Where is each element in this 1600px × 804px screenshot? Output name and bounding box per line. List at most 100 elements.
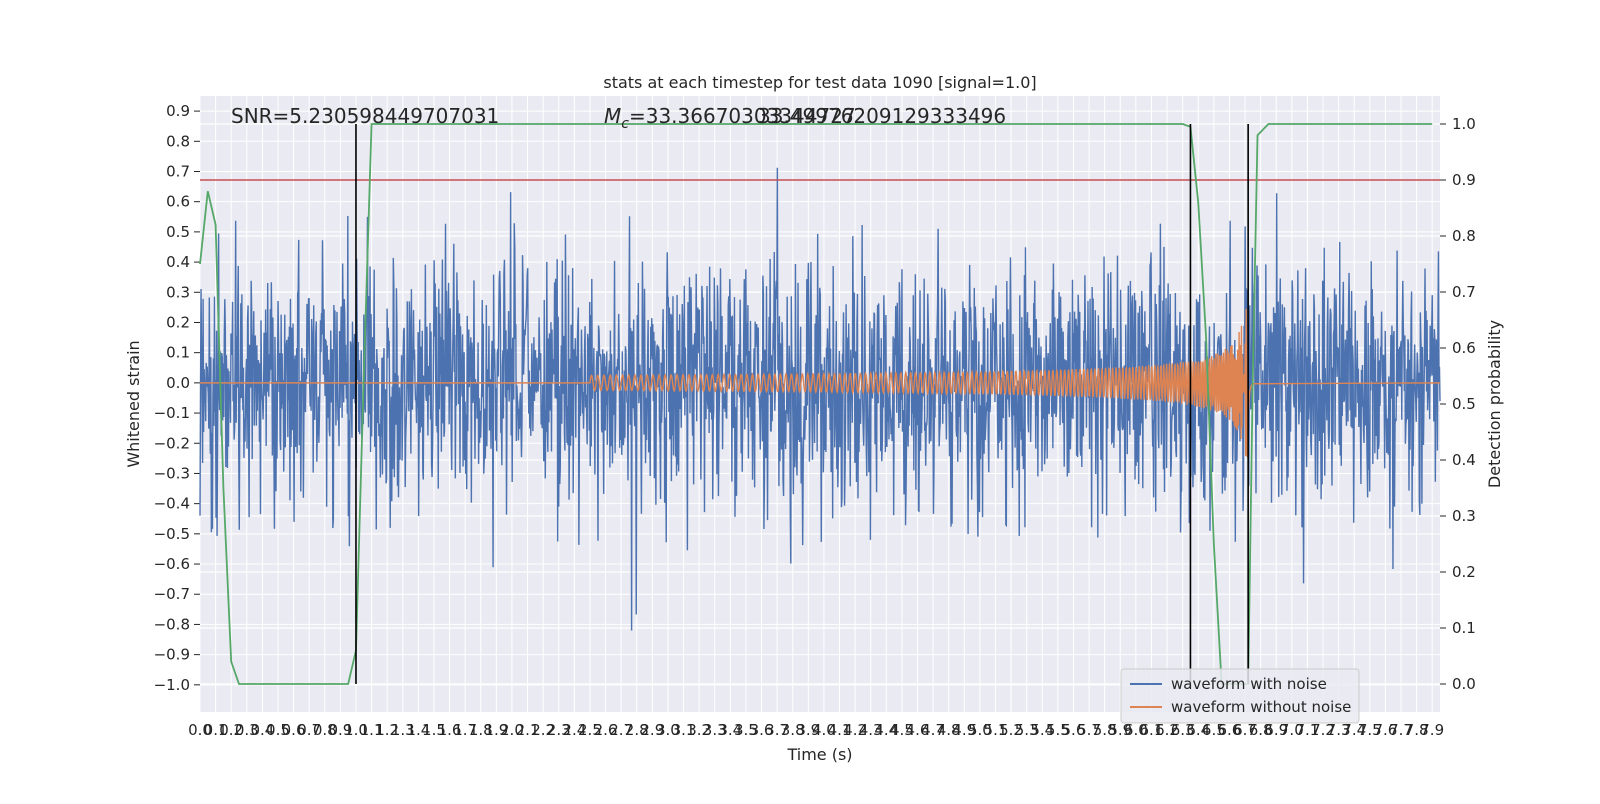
x-tick-label: 4.4 [874,721,898,739]
y-tick-label: −0.2 [154,434,190,452]
x-tick-label: 4.6 [906,721,930,739]
x-tick-label: 6.1 [1140,721,1164,739]
y-tick-label: 0.9 [166,102,190,120]
x-tick-label: 3.9 [796,721,820,739]
y-tick-label: −0.5 [154,525,190,543]
x-tick-label: 5.1 [984,721,1008,739]
x-tick-label: 4.5 [890,721,914,739]
x-tick-label: 1.1 [360,721,384,739]
y-right-tick-label: 0.7 [1452,283,1476,301]
x-tick-label: 2.8 [625,721,649,739]
y-right-tick-label: 0.8 [1452,227,1476,245]
x-tick-label: 1.2 [375,721,399,739]
x-tick-label: 5.5 [1046,721,1070,739]
mc-subscript: c [621,116,629,132]
x-tick-label: 0.8 [313,721,337,739]
x-tick-label: 4.3 [859,721,883,739]
x-tick-labels: 0.00.10.20.30.40.50.60.70.80.91.01.11.21… [188,721,1444,739]
x-tick-label: 6.5 [1202,721,1226,739]
x-tick-label: 6.0 [1124,721,1148,739]
x-tick-label: 5.9 [1108,721,1132,739]
overlap-annotation: 33.49976209129333496 [758,104,1006,128]
x-tick-label: 3.1 [672,721,696,739]
y-tick-label: −0.4 [154,495,190,513]
x-tick-label: 2.2 [531,721,555,739]
x-tick-label: 1.5 [422,721,446,739]
x-tick-label: 3.0 [656,721,680,739]
x-tick-label: 1.8 [469,721,493,739]
x-tick-label: 1.9 [484,721,508,739]
mc-symbol: M [604,104,621,128]
chart-title: stats at each timestep for test data 109… [603,73,1036,92]
x-tick-label: 7.1 [1295,721,1319,739]
x-tick-label: 1.4 [406,721,430,739]
x-tick-label: 0.9 [328,721,352,739]
x-tick-label: 3.3 [703,721,727,739]
x-tick-label: 7.9 [1420,721,1444,739]
y-right-tick-label: 0.6 [1452,339,1476,357]
x-tick-label: 2.6 [594,721,618,739]
x-tick-label: 1.0 [344,721,368,739]
y-tick-label: −1.0 [154,676,190,694]
x-tick-label: 4.1 [828,721,852,739]
mc-value: =33.36670303344727 [629,104,856,128]
y-tick-label: −0.3 [154,464,190,482]
y-tick-label: 0.3 [166,283,190,301]
noise-waveform-line [199,167,1441,631]
x-tick-label: 0.4 [250,721,274,739]
y-tick-label: 0.6 [166,193,190,211]
legend: waveform with noise waveform without noi… [1120,668,1360,724]
x-tick-label: 5.4 [1030,721,1054,739]
x-tick-label: 4.0 [812,721,836,739]
x-tick-label: 2.1 [516,721,540,739]
x-tick-label: 4.8 [937,721,961,739]
x-tick-label: 2.3 [547,721,571,739]
x-tick-label: 5.8 [1093,721,1117,739]
y-axis-label: Whitened strain [124,340,143,467]
x-tick-label: 2.5 [578,721,602,739]
x-tick-label: 7.6 [1373,721,1397,739]
y-right-tick-labels: 1.0 0.9 0.8 0.7 0.6 0.5 0.4 0.3 0.2 0.1 0.0 [1452,115,1476,693]
legend-clean-label: waveform without noise [1171,698,1351,716]
x-tick-label: 6.7 [1233,721,1257,739]
y-tick-label: 0.2 [166,313,190,331]
y-tick-label: −0.7 [154,585,190,603]
mc-annotation: Mc=33.36670303344727 [604,104,856,132]
x-tick-label: 5.7 [1077,721,1101,739]
x-tick-label: 0.3 [235,721,259,739]
x-tick-label: 5.3 [1015,721,1039,739]
x-tick-label: 6.9 [1264,721,1288,739]
x-tick-label: 3.4 [718,721,742,739]
y-tick-labels: 0.9 0.8 0.7 0.6 0.5 0.4 0.3 0.2 0.1 0.0 −0.1 −0.2 −0… [154,102,190,694]
x-tick-label: 7.8 [1405,721,1429,739]
legend-noise-label: waveform with noise [1171,675,1327,693]
x-tick-label: 2.9 [640,721,664,739]
x-tick-label: 1.7 [453,721,477,739]
y-tick-label: 0.1 [166,344,190,362]
x-tick-label: 7.7 [1389,721,1413,739]
x-tick-label: 2.0 [500,721,524,739]
x-tick-label: 7.5 [1358,721,1382,739]
x-tick-label: 0.1 [204,721,228,739]
y-tick-label: −0.1 [154,404,190,422]
x-tick-label: 7.4 [1342,721,1366,739]
y-right-tick-label: 0.2 [1452,563,1476,581]
x-tick-label: 4.2 [843,721,867,739]
y-tick-label: 0.4 [166,253,190,271]
y-tick-label: 0.8 [166,132,190,150]
x-tick-label: 0.2 [219,721,243,739]
y-tick-label: 0.7 [166,162,190,180]
x-tick-label: 7.3 [1327,721,1351,739]
x-tick-label: 5.6 [1062,721,1086,739]
x-tick-label: 3.5 [734,721,758,739]
x-tick-label: 3.2 [687,721,711,739]
y-tick-label: 0.0 [166,374,190,392]
x-tick-label: 0.7 [297,721,321,739]
x-tick-label: 6.2 [1155,721,1179,739]
x-tick-label: 7.2 [1311,721,1335,739]
clean-waveform-line [200,308,1441,458]
x-tick-label: 7.0 [1280,721,1304,739]
y-tick-label: 0.5 [166,223,190,241]
